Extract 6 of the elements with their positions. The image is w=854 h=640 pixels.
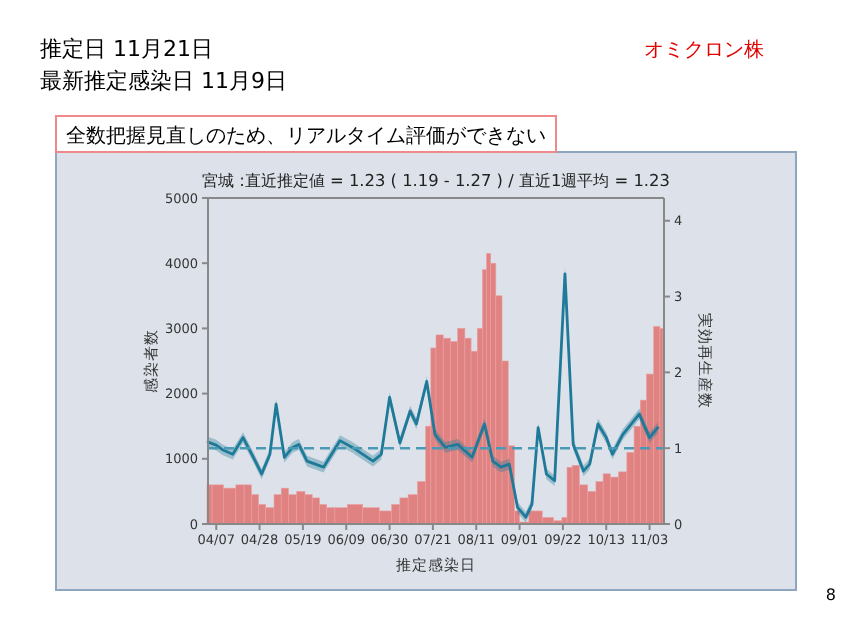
annotation: 全数把握見直しのため、リアルタイム評価ができない	[66, 126, 546, 148]
chart-title: 宮城 :直近推定値 = 1.23 ( 1.19 - 1.27 ) / 直近1週平均 = 1.23	[202, 170, 670, 190]
annotation: 最新推定感染日 11月9日	[40, 68, 287, 94]
annotation: 8	[825, 586, 836, 604]
annotation: オミクロン株	[644, 40, 764, 62]
annotation: 推定日 11月21日	[40, 36, 213, 62]
